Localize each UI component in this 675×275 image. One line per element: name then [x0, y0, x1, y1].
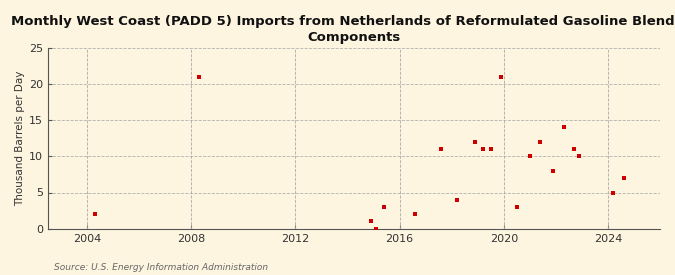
Point [452, 197, 462, 202]
Point [485, 147, 496, 151]
Point [495, 75, 506, 79]
Point [548, 169, 559, 173]
Point [470, 140, 481, 144]
Point [524, 154, 535, 159]
Point [477, 147, 488, 151]
Y-axis label: Thousand Barrels per Day: Thousand Barrels per Day [15, 71, 25, 206]
Point [371, 226, 381, 231]
Point [608, 190, 618, 195]
Text: Source: U.S. Energy Information Administration: Source: U.S. Energy Information Administ… [54, 263, 268, 272]
Point [366, 219, 377, 224]
Point [558, 125, 569, 130]
Point [618, 176, 629, 180]
Point [535, 140, 545, 144]
Point [436, 147, 447, 151]
Point [194, 75, 205, 79]
Point [90, 212, 101, 216]
Point [568, 147, 579, 151]
Point [379, 205, 389, 209]
Title: Monthly West Coast (PADD 5) Imports from Netherlands of Reformulated Gasoline Bl: Monthly West Coast (PADD 5) Imports from… [11, 15, 675, 44]
Point [410, 212, 421, 216]
Point [512, 205, 522, 209]
Point [574, 154, 585, 159]
